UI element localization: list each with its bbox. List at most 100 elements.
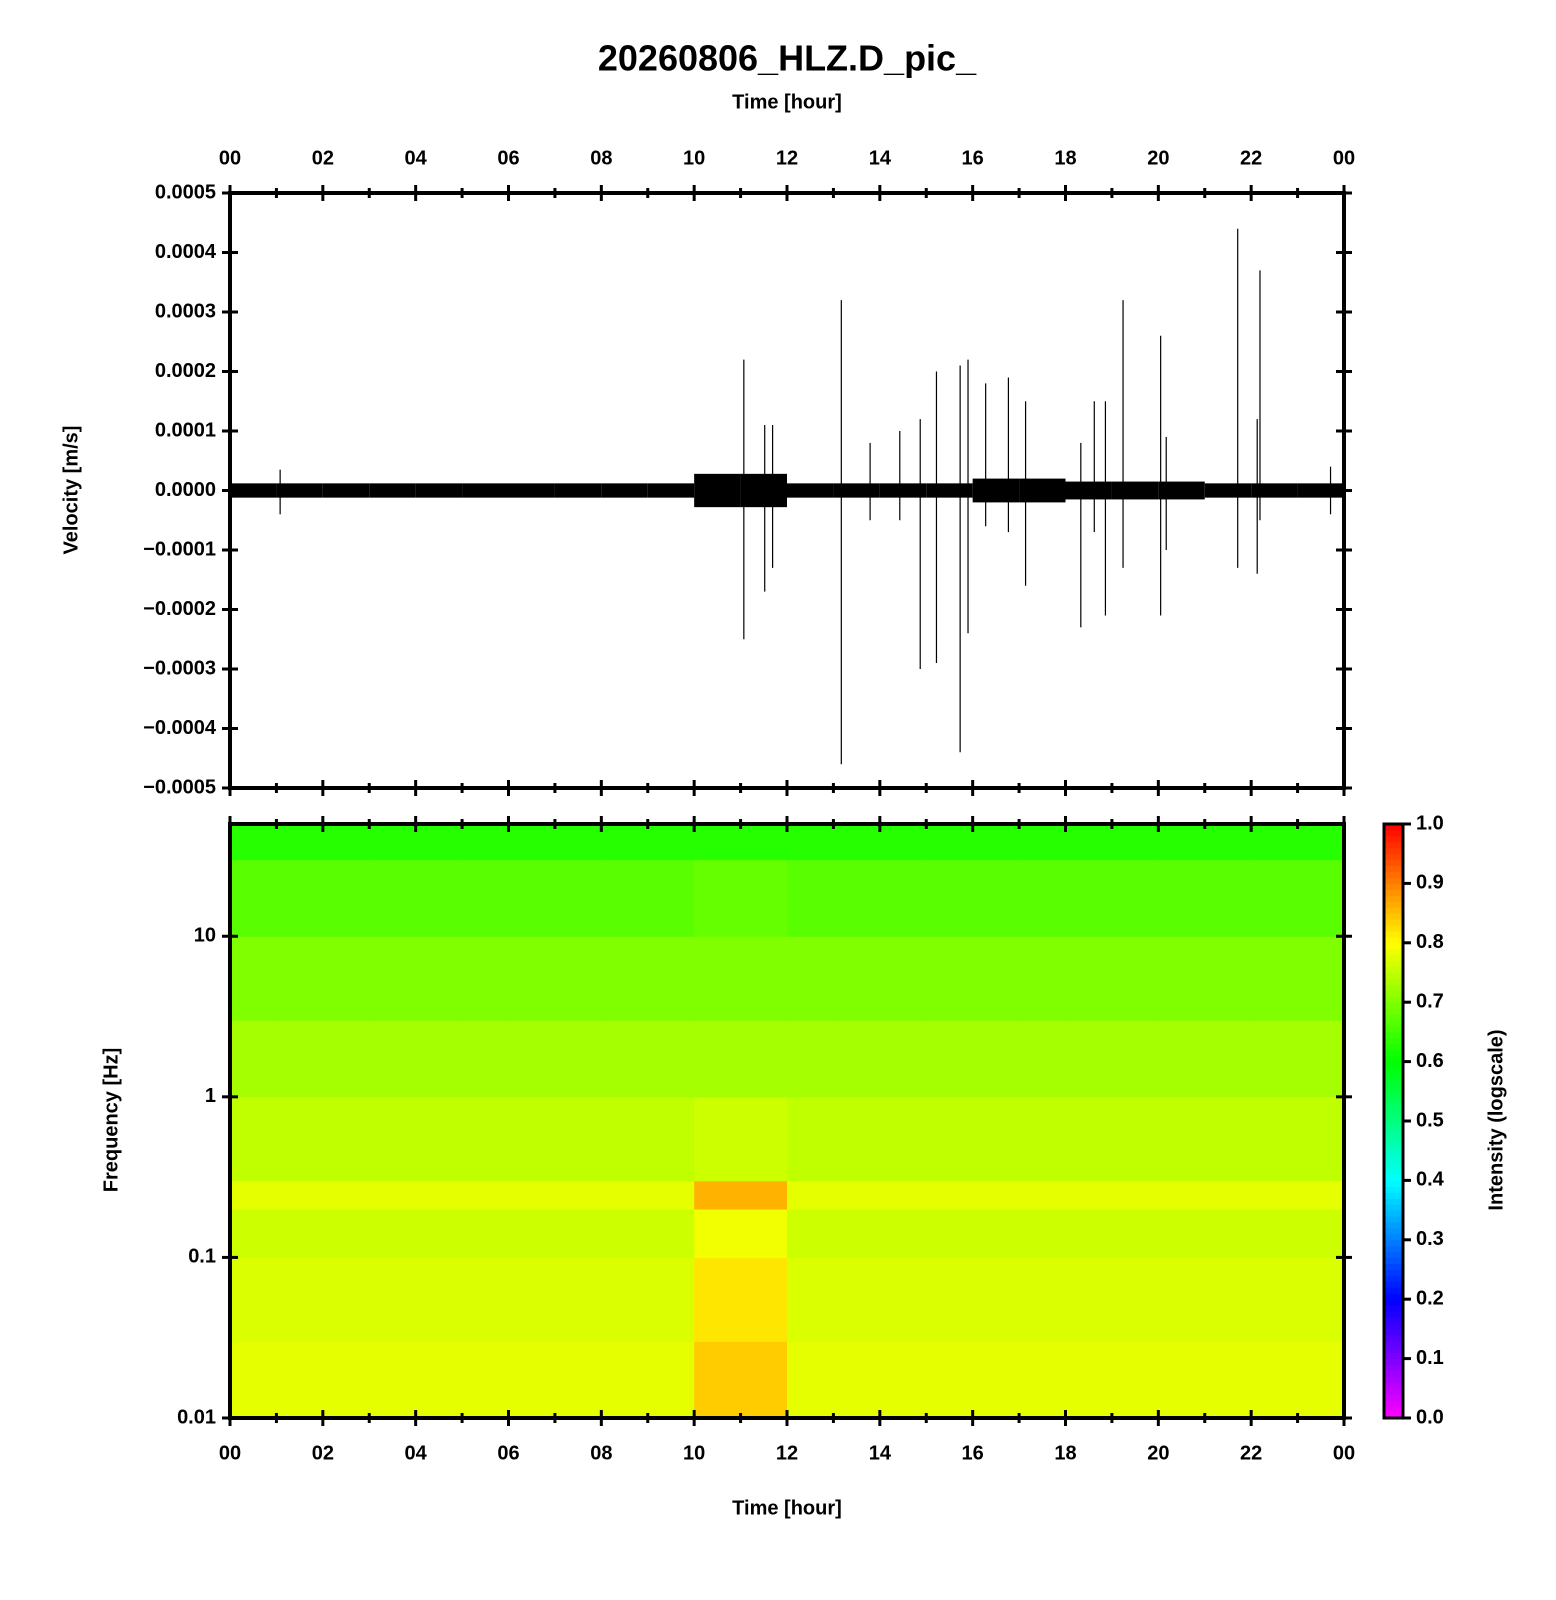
- colorbar-step: [1384, 1180, 1403, 1187]
- heatmap-cell: [462, 859, 509, 937]
- heatmap-cell: [1158, 1180, 1206, 1210]
- heatmap-cell: [1297, 1020, 1345, 1098]
- heatmap-cell: [601, 1257, 649, 1342]
- heatmap-cell: [1065, 1096, 1113, 1182]
- heatmap-cell: [1065, 824, 1113, 861]
- chart-title: 20260806_HLZ.D_pic_: [598, 38, 977, 79]
- heatmap-cell: [972, 824, 1020, 861]
- heatmap-cell: [1158, 1257, 1206, 1342]
- heatmap-cell: [1111, 1180, 1159, 1210]
- heatmap-cell: [879, 1180, 927, 1210]
- heatmap-cell: [554, 1341, 602, 1419]
- heatmap-cell: [1019, 1341, 1066, 1419]
- heatmap-cell: [230, 1209, 277, 1258]
- heatmap-cell: [926, 824, 974, 861]
- heatmap-cell: [462, 1096, 509, 1182]
- heatmap-cell: [601, 1096, 649, 1182]
- heatmap-cell: [787, 936, 834, 1021]
- colorbar-step: [1384, 865, 1403, 873]
- heatmap-cell: [833, 859, 881, 937]
- colorbar-step: [1384, 954, 1403, 962]
- colorbar-step: [1384, 1014, 1403, 1021]
- heatmap-cell: [1019, 1096, 1066, 1182]
- colorbar-step: [1384, 1233, 1403, 1241]
- colorbar-step: [1384, 1109, 1403, 1116]
- heatmap-cell: [415, 1180, 463, 1210]
- heatmap-cell: [787, 1341, 834, 1419]
- heatmap-cell: [415, 859, 463, 937]
- noise-band: [1297, 483, 1344, 498]
- heatmap-cell: [1251, 859, 1299, 937]
- heatmap-cell: [787, 1257, 834, 1342]
- colorbar-step: [1384, 1216, 1403, 1223]
- heatmap-cell: [972, 1020, 1020, 1098]
- colorbar-step: [1384, 984, 1403, 991]
- y-tick-label: 1: [205, 1085, 216, 1107]
- colorbar-step: [1384, 1020, 1403, 1027]
- heatmap-cell: [833, 1341, 881, 1419]
- colorbar-step: [1384, 1008, 1403, 1015]
- heatmap-cell: [694, 1020, 742, 1098]
- noise-band: [1158, 481, 1205, 500]
- colorbar-step: [1384, 883, 1403, 890]
- colorbar-step: [1384, 907, 1403, 914]
- y-tick-label: 0.0000: [155, 479, 216, 501]
- heatmap-cell: [276, 1257, 324, 1342]
- colorbar-step: [1384, 1126, 1403, 1134]
- heatmap-cell: [1204, 1209, 1252, 1258]
- colorbar-step: [1384, 1406, 1403, 1413]
- noise-band: [322, 483, 370, 498]
- colorbar-step: [1384, 829, 1403, 837]
- noise-band: [415, 483, 463, 498]
- heatmap-cell: [647, 1257, 695, 1342]
- colorbar-step: [1384, 1227, 1403, 1235]
- x-tick-label: 14: [869, 1442, 892, 1464]
- heatmap-cell: [879, 859, 927, 937]
- heatmap-cell: [694, 859, 742, 937]
- heatmap-cell: [415, 1096, 463, 1182]
- colorbar-step: [1384, 1358, 1403, 1366]
- heatmap-cell: [462, 1180, 509, 1210]
- heatmap-cell: [1019, 936, 1066, 1021]
- heatmap-cell: [230, 1020, 277, 1098]
- heatmap-cell: [787, 1180, 834, 1210]
- heatmap-cell: [276, 1180, 324, 1210]
- colorbar-tick-label: 0.4: [1416, 1169, 1445, 1191]
- colorbar-step: [1384, 901, 1403, 908]
- colorbar-step: [1384, 1103, 1403, 1110]
- colorbar-step: [1384, 1352, 1403, 1360]
- colorbar-step: [1384, 1257, 1403, 1265]
- noise-band: [230, 483, 277, 498]
- heatmap-cell: [369, 824, 417, 861]
- heatmap-cell: [1297, 1096, 1345, 1182]
- y-tick-label: 0.0003: [155, 300, 216, 322]
- colorbar-step: [1384, 1334, 1403, 1342]
- heatmap-cell: [276, 859, 324, 937]
- noise-band: [554, 483, 602, 498]
- heatmap-cell: [1251, 824, 1299, 861]
- x-axis-title: Time [hour]: [732, 91, 842, 113]
- colorbar-step: [1384, 877, 1403, 884]
- heatmap-cell: [879, 1209, 927, 1258]
- heatmap-cell: [322, 859, 370, 937]
- heatmap-cell: [322, 936, 370, 1021]
- heatmap-cell: [1111, 936, 1159, 1021]
- heatmap-cell: [601, 1341, 649, 1419]
- x-tick-label: 06: [497, 1442, 519, 1464]
- heatmap-cell: [1158, 1096, 1206, 1182]
- y-tick-label: 0.01: [177, 1406, 216, 1428]
- colorbar-step: [1384, 871, 1403, 878]
- heatmap-cell: [1065, 1341, 1113, 1419]
- colorbar-step: [1384, 948, 1403, 956]
- heatmap-cell: [601, 859, 649, 937]
- colorbar-step: [1384, 1400, 1403, 1407]
- noise-band: [462, 483, 509, 498]
- heatmap-cell: [647, 1180, 695, 1210]
- heatmap-cell: [369, 859, 417, 937]
- colorbar-step: [1384, 847, 1403, 855]
- colorbar-step: [1384, 1293, 1403, 1300]
- heatmap-cell: [322, 1096, 370, 1182]
- x-tick-label: 16: [962, 147, 984, 169]
- heatmap-cell: [1251, 1209, 1299, 1258]
- heatmap-cell: [647, 936, 695, 1021]
